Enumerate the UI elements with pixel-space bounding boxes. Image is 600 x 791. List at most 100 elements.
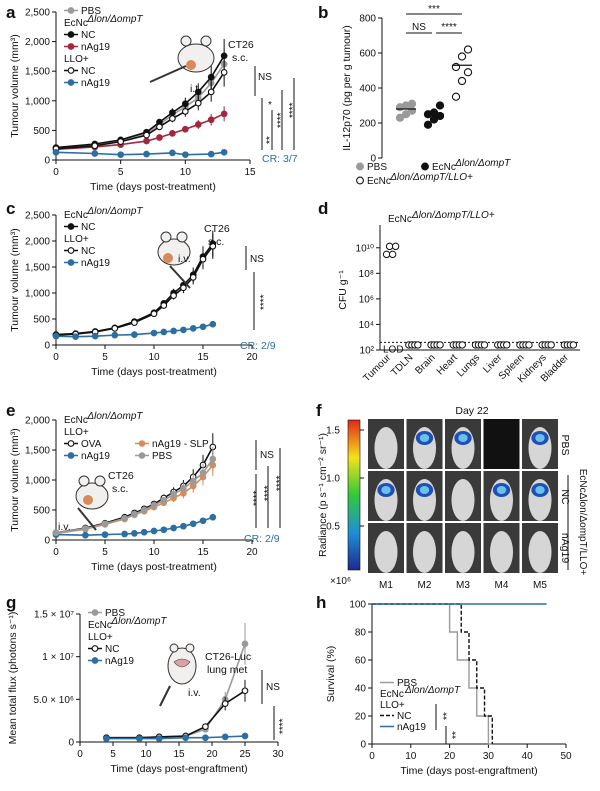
panel-e-legend-marker xyxy=(138,440,146,447)
panel-d-lod-label: LOD xyxy=(383,344,404,355)
panel-a-point xyxy=(220,110,228,118)
panel-e-point xyxy=(160,526,168,534)
panel-f-row-label-nc: NC xyxy=(559,489,571,505)
panel-f-mouse-silhouette xyxy=(489,531,514,573)
panel-a-legend-marker xyxy=(67,31,75,38)
panel-e-point xyxy=(180,485,187,492)
panel-h-legend-header2-label: LLO+ xyxy=(380,700,405,711)
panel-h-ytick-label: 0 xyxy=(360,740,366,751)
panel-c-ytick-label: 1,500 xyxy=(25,263,50,274)
panel-a-x-axis-label: Time (days post-treatment) xyxy=(90,181,216,193)
panel-b-ytick-label: 400 xyxy=(359,84,376,95)
panel-c-legend-header: LLO+ xyxy=(64,234,89,245)
panel-d-ytick-label: 10⁸ xyxy=(359,269,374,280)
panel-h-xtick-label: 20 xyxy=(444,751,456,762)
panel-f-mouse-silhouette xyxy=(451,531,475,573)
panel-a-point xyxy=(143,150,150,158)
panel-b-stat-ns: NS xyxy=(412,22,426,33)
panel-a-legend-marker xyxy=(67,67,75,74)
panel-e-point xyxy=(140,506,148,514)
panel-c-legend-header: EcNc xyxy=(64,210,88,221)
panel-a-ytick-label: 0 xyxy=(44,156,50,167)
panel-e-point xyxy=(101,531,109,538)
panel-a-ytick-label: 1,000 xyxy=(25,96,50,107)
panel-c-sc-label: s.c. xyxy=(208,236,224,248)
panel-c-point xyxy=(199,323,207,331)
panel-h-survival-chart: 0 10 20 30 40 50 0 20 40 60 80 100 Time (days post-e… xyxy=(325,600,572,778)
panel-e-point xyxy=(170,491,177,498)
panel-d-ytick-label: 10¹⁰ xyxy=(356,243,374,254)
panel-b-ytick-label: 0 xyxy=(370,154,376,165)
panel-f-signal-inner xyxy=(419,434,430,442)
panel-g-xtick-label: 5 xyxy=(110,749,116,760)
panel-b-ytick-label: 200 xyxy=(359,119,376,130)
panel-c-ytick-label: 2,000 xyxy=(25,237,50,248)
panel-e-point xyxy=(131,530,138,537)
panel-e-legend-header-sup: Δlon/ΔompT xyxy=(86,411,143,422)
panel-c-legend-marker xyxy=(67,247,75,254)
panel-c-x-axis-label: Time (days post-treatment) xyxy=(91,366,217,378)
panel-a-point xyxy=(91,150,99,157)
panel-a-point xyxy=(181,151,189,159)
panel-a-point xyxy=(156,123,163,131)
panel-a-sc-label: s.c. xyxy=(232,52,248,64)
panel-a-point xyxy=(91,142,99,150)
panel-d-category-label: Tumour xyxy=(361,352,393,384)
panel-a-legend-label: PBS xyxy=(81,6,101,17)
panel-d-category-label: Lungs xyxy=(455,352,482,379)
panel-e-point xyxy=(82,531,89,539)
panel-e-cr-label: CR: 2/9 xyxy=(244,533,280,545)
panel-d-title-sup: Δlon/ΔompT/LLO+ xyxy=(411,210,495,221)
panel-a-legend-label: NC xyxy=(81,30,95,41)
panel-a-stat-1: * xyxy=(268,100,272,111)
panel-h-line-nc xyxy=(372,603,493,744)
panel-h-legend-header-sup: Δlon/ΔompT xyxy=(404,685,461,696)
panel-b-stat-right: **** xyxy=(441,22,457,33)
panel-f-column-label: M5 xyxy=(533,580,547,591)
panel-d-point xyxy=(525,341,533,349)
panel-g-legend-label: NC xyxy=(105,644,119,655)
panel-g-legend-marker xyxy=(91,657,99,664)
panel-e-point xyxy=(209,513,217,521)
panel-letter-b: b xyxy=(318,3,328,22)
panel-c-point xyxy=(170,292,177,299)
panel-e-xtick-label: 20 xyxy=(246,547,258,558)
panel-f-signal-inner xyxy=(535,486,545,494)
panel-c-point xyxy=(111,331,119,339)
panel-c-point xyxy=(170,327,177,335)
panel-h-xtick-label: 10 xyxy=(405,751,417,762)
panel-h-x-axis-label: Time (days post-engraftment) xyxy=(400,765,537,777)
panel-c-point xyxy=(111,325,119,332)
panel-g-lungmet-label: lung met xyxy=(207,664,247,676)
panel-g-point xyxy=(241,687,249,695)
panel-c-legend-marker xyxy=(67,259,75,266)
panel-a-stat-3: **** xyxy=(276,112,287,128)
panel-g-legend-marker xyxy=(91,609,99,616)
panel-g-xtick-label: 0 xyxy=(77,749,83,760)
panel-a-xtick-label: 0 xyxy=(53,167,59,178)
panel-a-point xyxy=(143,131,150,139)
panel-a-stat-2: ** xyxy=(265,136,276,144)
panel-e-stat-1: **** xyxy=(252,490,263,506)
panel-c-point xyxy=(189,274,197,281)
panel-e-xtick-label: 5 xyxy=(102,547,108,558)
panel-e-point xyxy=(189,520,197,528)
panel-c-iv-label: i.v. xyxy=(178,253,191,265)
panel-e-point xyxy=(150,501,158,509)
panel-g-point xyxy=(202,734,209,742)
panel-e-tumour-growth-chart: 0 5 10 15 20 0 500 1,000 1,500 2,000 Time (days po… xyxy=(9,411,286,573)
panel-b-legend-sup: Δlon/ΔompT/LLO+ xyxy=(389,172,473,183)
panel-a-legend-label: nAg19 xyxy=(81,78,110,89)
panel-f-colorbar-tick-label: 1.5 xyxy=(326,426,340,437)
panel-c-point xyxy=(160,302,168,309)
panel-a-legend-marker xyxy=(67,43,75,50)
panel-e-legend-marker xyxy=(67,440,75,447)
panel-a-y-axis-label: Tumour volume (mm³) xyxy=(9,34,21,137)
panel-b-legend-marker xyxy=(356,176,364,185)
panel-f-signal-inner xyxy=(535,434,545,442)
panel-e-ytick-label: 2,000 xyxy=(25,416,50,427)
panel-b-point xyxy=(423,120,433,129)
panel-b-legend-marker xyxy=(421,162,429,171)
panel-f-side-label: EcNcΔlon/ΔompT/LLO+ xyxy=(577,469,588,576)
